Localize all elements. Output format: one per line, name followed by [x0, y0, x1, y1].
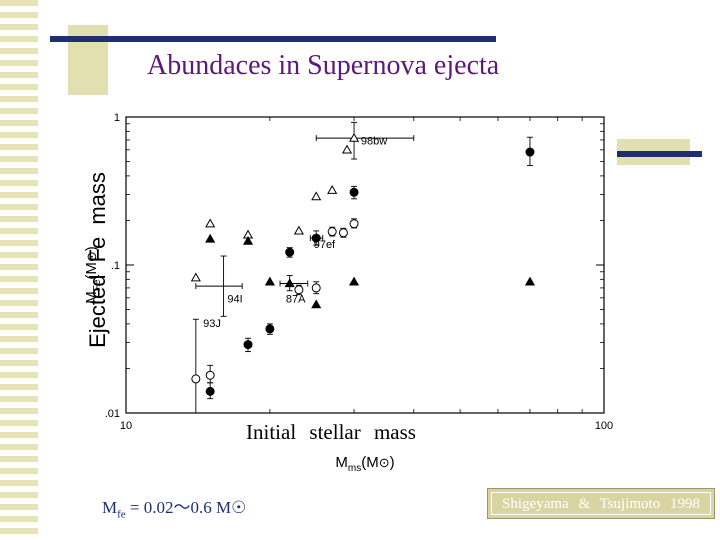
data-point-open-triangle	[327, 185, 338, 194]
data-point-filled-circle	[525, 147, 535, 157]
data-point-open-circle	[349, 219, 359, 229]
accent-bar-right	[617, 151, 702, 157]
data-point-filled-triangle	[349, 276, 360, 286]
decorative-stripes	[0, 0, 38, 540]
data-point-open-circle	[294, 285, 304, 295]
data-point-open-circle	[191, 374, 201, 384]
data-point-open-circle	[327, 227, 337, 237]
annotation-label: 87A	[286, 293, 306, 305]
y-axis-label-part: (M	[83, 262, 100, 280]
data-point-filled-triangle	[311, 299, 322, 309]
sun-symbol-icon: ☉	[231, 498, 247, 517]
data-point-open-circle	[205, 370, 215, 380]
data-point-open-triangle	[293, 225, 304, 235]
annotation-label: 94I	[227, 293, 242, 305]
y-axis-label: MFe(M⊙)	[83, 246, 103, 304]
data-point-filled-triangle	[242, 235, 254, 245]
data-point-filled-circle	[243, 340, 253, 350]
data-point-cross	[289, 282, 291, 284]
data-point-open-triangle	[205, 218, 216, 228]
y-tick-label: .1	[111, 260, 120, 272]
fe-mass-formula: Mfe = 0.02〜0.6 M☉	[102, 493, 246, 520]
x-axis-label-part: )	[390, 454, 395, 471]
data-point-open-circle	[311, 283, 321, 293]
x-axis-label: Mms(M⊙)	[335, 454, 394, 474]
data-point-open-triangle	[341, 144, 353, 154]
data-point-filled-circle	[285, 247, 295, 257]
data-point-cross	[223, 285, 225, 287]
y-axis-caption: Ejected Fe mass	[85, 172, 110, 348]
x-axis-label-part: M	[335, 454, 348, 471]
y-axis-label-part: )	[83, 246, 100, 251]
data-point-filled-triangle	[264, 276, 275, 286]
accent-bar-top	[50, 36, 496, 42]
citation-text: Shigeyama & Tsujimoto 1998	[491, 492, 711, 515]
chart-marks	[190, 121, 536, 414]
x-tick-label: 10	[120, 420, 132, 432]
data-point-open-triangle	[311, 191, 322, 201]
citation-box: Shigeyama & Tsujimoto 1998	[487, 488, 715, 519]
y-tick-label: .01	[105, 408, 120, 420]
x-axis-label-part: (M	[361, 454, 379, 471]
y-axis-label-part: M	[83, 291, 100, 304]
plot-frame	[125, 116, 605, 414]
formula-rest: = 0.02〜0.6 M	[125, 498, 232, 517]
annotation-label: 93J	[203, 318, 221, 330]
data-point-open-triangle	[190, 272, 201, 282]
data-point-filled-circle	[205, 386, 215, 396]
data-point-filled-triangle	[524, 276, 536, 286]
x-axis-label-part: ⊙	[379, 455, 390, 470]
x-axis-label-part: ms	[348, 463, 361, 474]
y-tick-label: 1	[114, 112, 120, 124]
formula-sub: fe	[117, 508, 126, 521]
data-point-filled-circle	[349, 187, 359, 197]
data-point-filled-triangle	[205, 233, 216, 243]
y-axis-label-part: ⊙	[84, 251, 99, 262]
data-point-open-circle	[338, 228, 348, 238]
annotation-label: 98bw	[361, 136, 387, 148]
y-axis-label-part: Fe	[92, 279, 103, 291]
chart-axes	[125, 116, 605, 414]
x-tick-label: 100	[595, 420, 613, 432]
annotation-label: 97ef	[314, 239, 336, 251]
x-axis-caption: Initial stellar mass	[246, 420, 416, 444]
formula-lead: M	[102, 498, 118, 517]
data-point-filled-circle	[311, 233, 321, 243]
data-point-filled-circle	[265, 324, 275, 334]
slide-title: Abundaces in Supernova ejecta	[147, 50, 500, 81]
data-point-open-triangle	[349, 132, 360, 142]
